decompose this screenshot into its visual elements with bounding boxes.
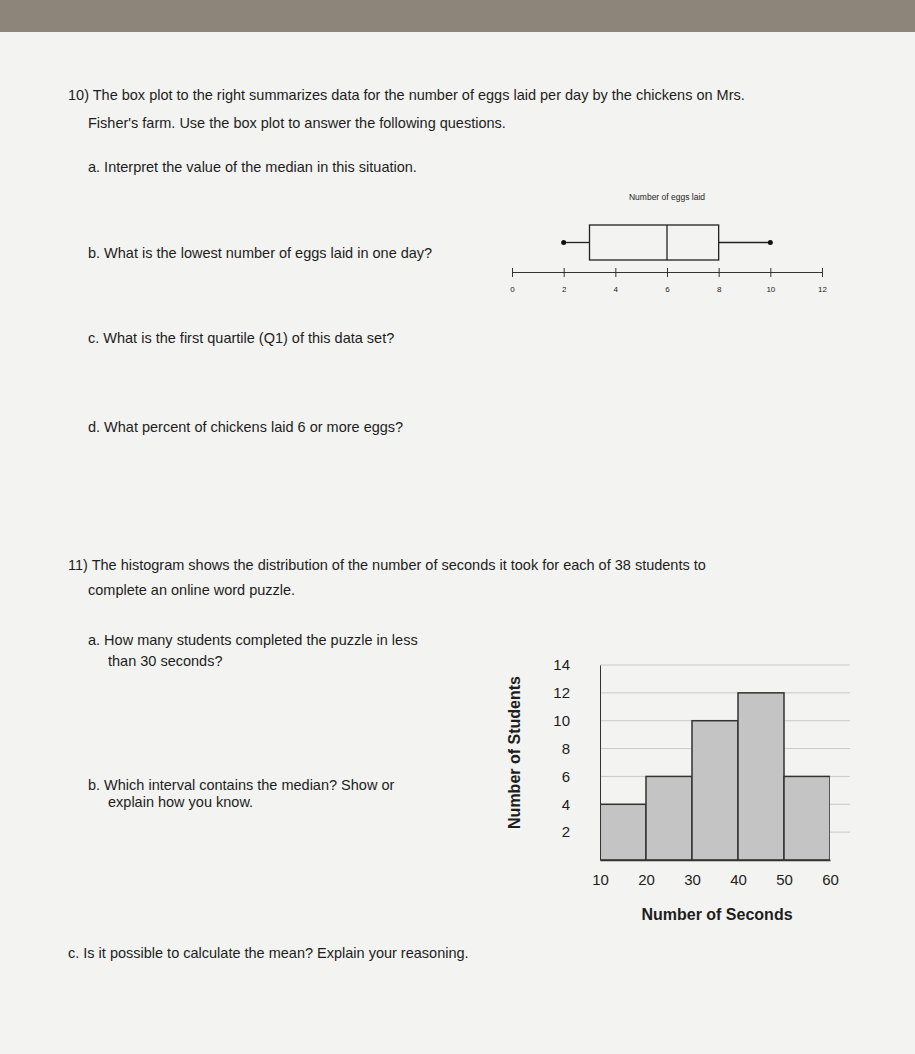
tick-label: 10 bbox=[592, 871, 609, 888]
box-plot bbox=[561, 225, 773, 260]
tick-label: 12 bbox=[818, 285, 827, 294]
tick: 40 bbox=[730, 860, 747, 888]
tick: 6 bbox=[562, 768, 600, 785]
tick: 8 bbox=[562, 740, 600, 757]
tick: 4 bbox=[562, 796, 600, 813]
question-text: explain how you know. bbox=[108, 794, 253, 810]
tick-label: 8 bbox=[562, 740, 570, 757]
tick: 4 bbox=[614, 268, 619, 294]
chart-title: Number of eggs laid bbox=[629, 192, 705, 202]
tick-mark bbox=[615, 268, 616, 277]
tick-label: 0 bbox=[510, 285, 515, 294]
tick: 2 bbox=[562, 268, 567, 294]
tick-label: 20 bbox=[638, 871, 655, 888]
tick-mark bbox=[564, 268, 565, 277]
question-text: complete an online word puzzle. bbox=[88, 582, 295, 598]
tick-label: 30 bbox=[684, 871, 701, 888]
tick-label: 60 bbox=[822, 871, 839, 888]
tick: 10 bbox=[553, 712, 600, 729]
tick-mark bbox=[512, 268, 513, 277]
tick-label: 2 bbox=[562, 823, 570, 840]
question-text: Fisher's farm. Use the box plot to answe… bbox=[88, 115, 506, 131]
tick: 8 bbox=[717, 268, 722, 294]
bars bbox=[600, 693, 830, 860]
tick: 0 bbox=[510, 268, 515, 294]
tick-label: 4 bbox=[562, 796, 570, 813]
question-text: a. How many students completed the puzzl… bbox=[88, 632, 418, 648]
page: 10) The box plot to the right summarizes… bbox=[0, 0, 915, 1054]
tick: 10 bbox=[592, 860, 609, 888]
histogram-bar bbox=[692, 721, 738, 860]
question-text: a. Interpret the value of the median in … bbox=[88, 159, 417, 175]
whisker bbox=[564, 242, 590, 243]
paper bbox=[0, 32, 915, 1054]
tick-label: 6 bbox=[562, 768, 570, 785]
y-axis: 2 4 6 8 10 12 14 bbox=[553, 656, 600, 860]
box bbox=[590, 225, 719, 260]
histogram-bar bbox=[646, 776, 692, 860]
y-axis-title: Number of Students bbox=[506, 676, 523, 829]
tick: 20 bbox=[638, 860, 655, 888]
tick-label: 10 bbox=[553, 712, 570, 729]
tick-label: 50 bbox=[776, 871, 793, 888]
histogram-bar bbox=[784, 776, 830, 860]
axis-line bbox=[600, 666, 601, 861]
question-text: c. Is it possible to calculate the mean?… bbox=[68, 945, 469, 961]
tick-mark bbox=[719, 268, 720, 277]
x-axis: 10 20 30 40 50 60 bbox=[592, 860, 839, 888]
question-text: b. Which interval contains the median? S… bbox=[88, 777, 394, 793]
tick-label: 4 bbox=[614, 285, 619, 294]
question-text: b. What is the lowest number of eggs lai… bbox=[88, 245, 432, 261]
tick: 2 bbox=[562, 823, 600, 840]
tick-label: 12 bbox=[553, 684, 570, 701]
x-axis-title: Number of Seconds bbox=[641, 906, 792, 923]
question-text: 10) The box plot to the right summarizes… bbox=[68, 87, 745, 103]
histogram-bar bbox=[738, 693, 784, 860]
tick-label: 10 bbox=[766, 285, 775, 294]
tick-mark bbox=[770, 268, 771, 277]
tick: 12 bbox=[553, 684, 600, 701]
tick: 50 bbox=[776, 860, 793, 888]
question-text: 11) The histogram shows the distribution… bbox=[68, 557, 706, 573]
tick-label: 8 bbox=[717, 285, 722, 294]
tick: 10 bbox=[766, 268, 775, 294]
grid-line bbox=[600, 692, 850, 693]
tick-label: 40 bbox=[730, 871, 747, 888]
tick: 14 bbox=[553, 656, 600, 673]
median-line bbox=[666, 225, 667, 260]
grid-line bbox=[600, 665, 850, 666]
axis-line bbox=[601, 860, 831, 862]
tick: 6 bbox=[665, 268, 670, 294]
tick-mark bbox=[667, 268, 668, 277]
min-point bbox=[561, 240, 566, 245]
tick: 60 bbox=[822, 860, 839, 888]
tick-mark bbox=[822, 268, 823, 277]
photo-background bbox=[0, 0, 915, 1054]
tick-label: 14 bbox=[553, 656, 570, 673]
tick: 12 bbox=[818, 268, 827, 294]
question-text: than 30 seconds? bbox=[108, 653, 222, 669]
question-text: d. What percent of chickens laid 6 or mo… bbox=[88, 419, 403, 435]
whisker bbox=[719, 242, 771, 243]
tick-label: 6 bbox=[665, 285, 670, 294]
tick: 30 bbox=[684, 860, 701, 888]
question-text: c. What is the first quartile (Q1) of th… bbox=[88, 330, 394, 346]
max-point bbox=[768, 240, 773, 245]
histogram-bar bbox=[600, 804, 646, 860]
x-axis: 0 2 4 6 8 10 12 bbox=[510, 268, 827, 294]
tick-label: 2 bbox=[562, 285, 567, 294]
